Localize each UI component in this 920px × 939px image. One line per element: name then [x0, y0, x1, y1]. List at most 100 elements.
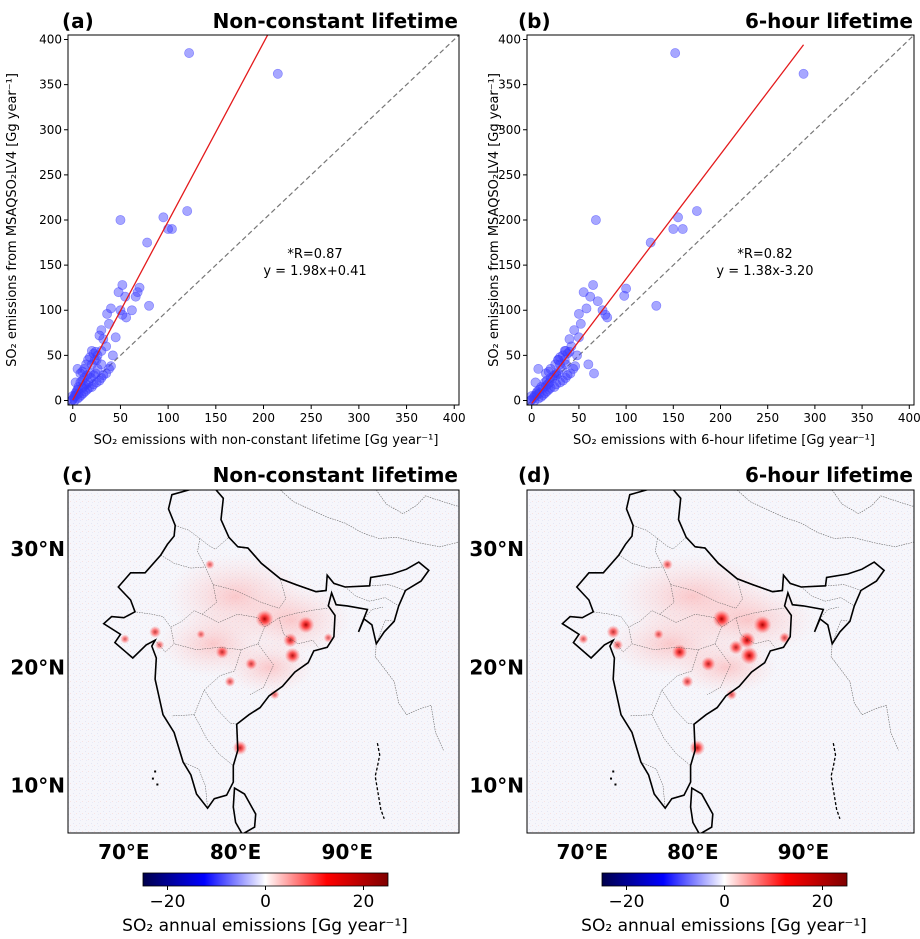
longitude-tick-label: 70°E — [557, 840, 609, 864]
scatter-point — [530, 377, 541, 388]
scatter-point — [555, 352, 565, 363]
y-tick-label: 350 — [498, 78, 521, 92]
emission-hotspot — [196, 629, 206, 639]
colorbar-tick-label: −20 — [150, 892, 186, 912]
scatter-point — [184, 48, 195, 58]
x-tick-label: 400 — [898, 411, 920, 425]
y-tick-label: 200 — [498, 213, 521, 227]
colorbar: −20 0 20 SO₂ annual emissions [Gg year⁻¹] — [122, 872, 408, 936]
scatter-point — [167, 224, 177, 234]
x-tick-label: 100 — [157, 411, 180, 425]
x-axis-label: SO₂ emissions with non-constant lifetime… — [94, 433, 439, 448]
scatter-point — [589, 368, 599, 379]
scatter-point — [144, 300, 154, 311]
emission-hotspot — [215, 645, 229, 659]
x-tick-label: 300 — [347, 411, 370, 425]
scatter-point — [182, 206, 193, 216]
scatter-point — [94, 330, 105, 341]
emission-hotspot — [726, 689, 737, 701]
x-tick-label: 150 — [662, 411, 685, 425]
scatter-point — [572, 350, 582, 361]
x-tick-label: 400 — [443, 411, 466, 425]
x-tick-label: 350 — [851, 411, 874, 425]
scatter-point — [574, 308, 584, 319]
emission-hotspot — [671, 644, 688, 660]
scatter-point — [583, 359, 594, 370]
scatter-point — [588, 280, 598, 290]
y-tick-label: 100 — [39, 303, 62, 317]
x-tick-label: 250 — [300, 411, 323, 425]
one-to-one-line — [527, 35, 914, 405]
one-to-one-line — [68, 35, 459, 405]
longitude-tick-label: 70°E — [98, 840, 150, 864]
scatter-point — [591, 215, 601, 225]
latitude-tick-label: 10°N — [10, 774, 65, 798]
y-axis-label: SO₂ emissions from MSAQSO₂LV4 [Gg year⁻¹… — [5, 73, 20, 367]
panel-title: Non-constant lifetime — [213, 463, 458, 487]
emission-hotspot — [689, 740, 706, 756]
regression-line — [531, 44, 805, 404]
sri-lanka-outline — [689, 786, 714, 833]
emission-hotspot — [297, 616, 315, 634]
x-tick-label: 150 — [204, 411, 227, 425]
scatter-point — [544, 377, 555, 388]
emission-hotspot — [120, 634, 130, 644]
colorbar: −20 0 20 SO₂ annual emissions [Gg year⁻¹] — [581, 872, 867, 936]
india-outline — [561, 490, 886, 810]
scatter-point — [581, 303, 592, 314]
longitude-tick-label: 90°E — [322, 840, 374, 864]
scatter-point — [113, 287, 124, 298]
scatter-point — [619, 290, 630, 301]
y-tick-label: 400 — [39, 33, 62, 47]
scatter-point — [621, 283, 632, 294]
emission-hotspot — [712, 609, 731, 628]
scatter-point — [107, 350, 118, 361]
y-tick-label: 250 — [39, 168, 62, 182]
scatter-point — [115, 215, 126, 225]
y-tick-label: 200 — [39, 213, 62, 227]
emission-hotspot — [662, 559, 673, 570]
latitude-tick-label: 30°N — [469, 537, 524, 561]
y-tick-label: 300 — [498, 123, 521, 137]
x-tick-label: 0 — [69, 411, 77, 425]
y-tick-label: 300 — [39, 123, 62, 137]
panel-label: (a) — [62, 9, 94, 33]
y-tick-label: 0 — [513, 393, 521, 407]
scatter-point — [553, 354, 564, 365]
scatter-point — [568, 364, 579, 374]
x-tick-label: 100 — [615, 411, 638, 425]
stats-annotation: y = 1.98x+0.41 — [263, 264, 366, 279]
scatter-point — [560, 345, 571, 356]
y-tick-label: 50 — [47, 348, 62, 362]
map-panel-c: (c) Non-constant lifetime 70°E 80°E 90°E 30°N… — [10, 463, 460, 936]
latitude-tick-label: 20°N — [469, 655, 524, 679]
colorbar-tick-label: 0 — [260, 892, 271, 912]
scatter-panel-b: 0 50 100 150 200 250 300 350 400 0 50 100 150 200 250 3… — [487, 9, 920, 448]
scatter-point — [575, 318, 586, 329]
emission-hotspot — [205, 559, 215, 570]
x-tick-label: 50 — [571, 411, 586, 425]
x-tick-label: 50 — [113, 411, 128, 425]
scatter-point — [677, 224, 688, 234]
emission-hotspot — [578, 633, 589, 645]
emission-hotspot — [323, 633, 334, 643]
emission-hotspot — [753, 615, 772, 634]
y-tick-label: 350 — [39, 78, 62, 92]
panel-title: 6-hour lifetime — [745, 463, 913, 487]
scatter-point — [668, 224, 679, 234]
latitude-tick-label: 30°N — [10, 537, 65, 561]
scatter-point — [533, 364, 544, 374]
emission-hotspot — [284, 647, 301, 664]
y-tick-label: 100 — [498, 303, 521, 317]
scatter-point — [651, 300, 662, 311]
scatter-point — [798, 68, 809, 79]
emission-hotspot — [224, 676, 236, 688]
scatter-point — [142, 237, 153, 248]
x-axis-label: SO₂ emissions with 6-hour lifetime [Gg y… — [573, 433, 875, 448]
scatter-point — [102, 308, 112, 319]
x-tick-label: 300 — [803, 411, 826, 425]
panel-label: (b) — [518, 9, 551, 33]
emission-hotspot — [681, 675, 694, 688]
longitude-tick-label: 90°E — [778, 840, 830, 864]
emission-hotspot — [283, 633, 298, 648]
